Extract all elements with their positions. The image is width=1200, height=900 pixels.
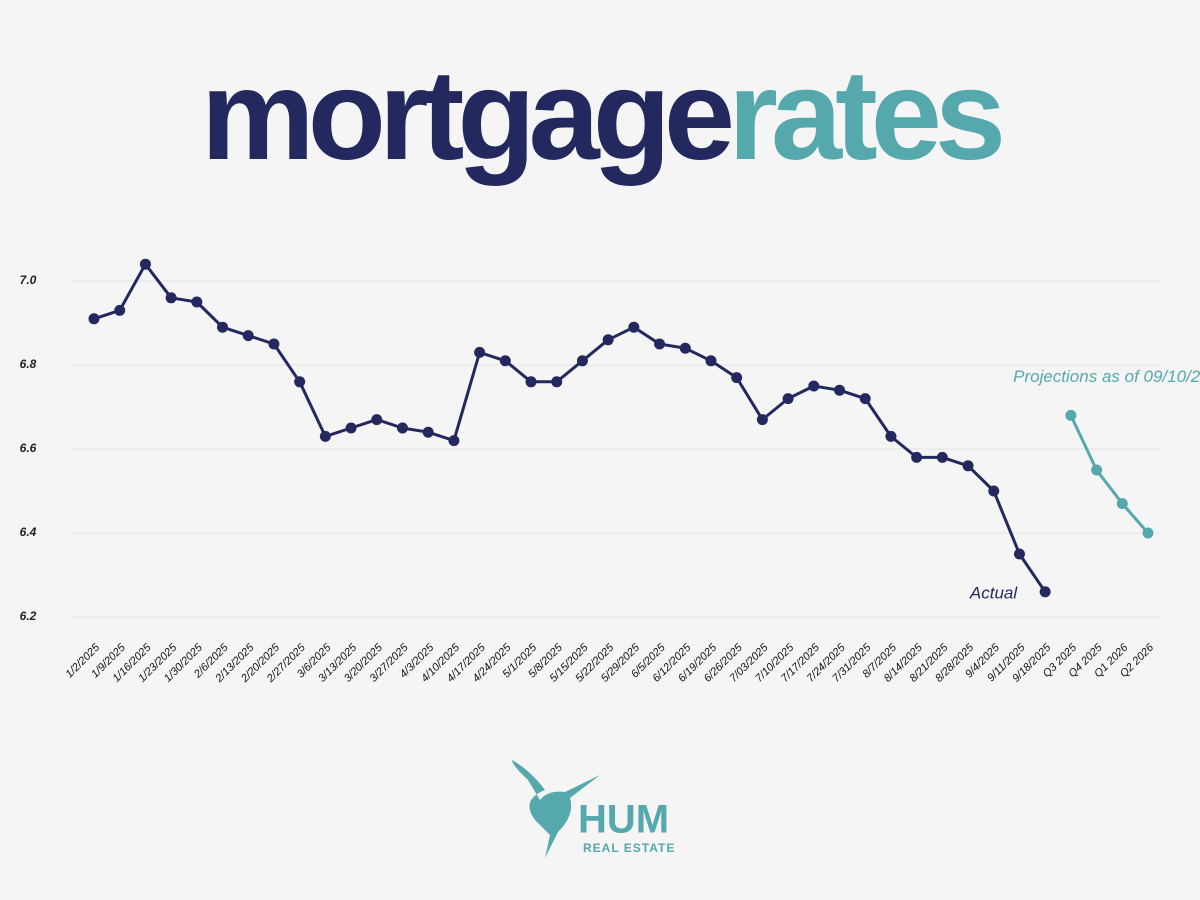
logo: HUM REAL ESTATE xyxy=(512,760,675,858)
data-point xyxy=(1116,498,1128,510)
data-point xyxy=(1065,409,1077,421)
data-point xyxy=(1013,548,1025,560)
data-point xyxy=(911,451,923,463)
data-point xyxy=(756,414,768,426)
chart-title: mortgagerates xyxy=(201,44,1001,187)
data-point xyxy=(1091,464,1103,476)
data-point xyxy=(525,376,537,388)
y-tick-label: 6.8 xyxy=(20,357,37,371)
data-point xyxy=(422,426,434,438)
data-point xyxy=(499,355,511,367)
logo-tagline: REAL ESTATE xyxy=(583,841,675,855)
y-tick-label: 6.4 xyxy=(20,525,37,539)
series-label: Projections as of 09/10/2025 xyxy=(1013,367,1200,386)
series-label: Actual xyxy=(969,583,1018,602)
data-point xyxy=(988,485,1000,497)
data-point xyxy=(88,313,100,325)
data-point xyxy=(268,338,280,350)
logo-name: HUM xyxy=(578,798,669,842)
data-point xyxy=(859,393,871,405)
series-line xyxy=(1069,414,1150,534)
data-point xyxy=(834,384,846,396)
data-point xyxy=(294,376,306,388)
data-point xyxy=(396,422,408,434)
data-point xyxy=(1039,586,1051,598)
title-first: mortgage xyxy=(201,44,731,187)
data-point xyxy=(936,451,948,463)
data-point xyxy=(551,376,563,388)
data-point xyxy=(345,422,357,434)
data-point xyxy=(731,372,743,384)
data-point xyxy=(242,330,254,342)
data-point xyxy=(782,393,794,405)
y-tick-label: 6.2 xyxy=(20,609,37,623)
title-second: rates xyxy=(728,44,1001,187)
data-point xyxy=(808,380,820,392)
data-point xyxy=(705,355,717,367)
data-point xyxy=(114,304,126,316)
data-point xyxy=(448,435,460,447)
logo-bird xyxy=(512,760,600,858)
data-point xyxy=(576,355,588,367)
y-tick-label: 6.6 xyxy=(20,441,37,455)
data-point xyxy=(319,430,331,442)
data-point xyxy=(962,460,974,472)
data-point xyxy=(885,430,897,442)
data-point xyxy=(602,334,614,346)
data-point xyxy=(679,342,691,354)
data-point xyxy=(191,296,203,308)
y-tick-label: 7.0 xyxy=(20,273,37,287)
data-point xyxy=(1142,527,1154,539)
data-point xyxy=(474,346,486,358)
data-point xyxy=(654,338,666,350)
data-point xyxy=(628,321,640,333)
data-point xyxy=(139,258,151,270)
data-point xyxy=(371,414,383,426)
data-point xyxy=(217,321,229,333)
data-point xyxy=(165,292,177,304)
